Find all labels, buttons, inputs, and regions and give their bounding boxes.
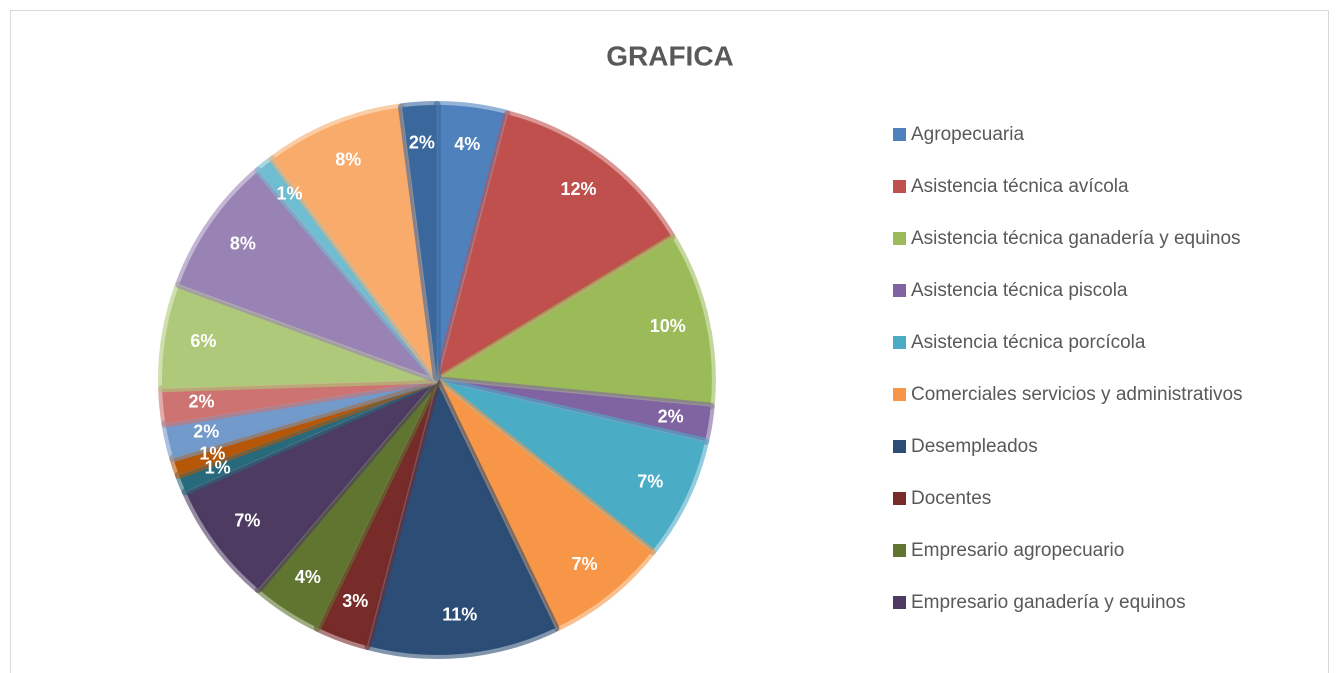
legend-swatch bbox=[893, 440, 906, 453]
data-label: 4% bbox=[295, 567, 321, 587]
data-label: 8% bbox=[230, 233, 256, 253]
legend-label: Asistencia técnica porcícola bbox=[911, 332, 1146, 353]
legend-label: Empresario ganadería y equinos bbox=[911, 592, 1186, 613]
data-label: 2% bbox=[193, 421, 219, 441]
legend-label: Comerciales servicios y administrativos bbox=[911, 384, 1243, 405]
data-label: 7% bbox=[572, 554, 598, 574]
data-label: 6% bbox=[190, 331, 216, 351]
data-label: 2% bbox=[188, 391, 214, 411]
pie-slice bbox=[398, 101, 441, 382]
data-label: 1% bbox=[199, 443, 225, 463]
data-label: 7% bbox=[234, 510, 260, 530]
data-label: 12% bbox=[561, 179, 597, 199]
pie-slice bbox=[269, 103, 440, 382]
pie-slice bbox=[435, 234, 716, 410]
data-label: 11% bbox=[442, 604, 477, 624]
legend-swatch bbox=[893, 544, 906, 557]
chart-title: GRAFICA bbox=[606, 40, 734, 71]
legend-label: Docentes bbox=[911, 488, 991, 509]
data-label: 3% bbox=[342, 591, 368, 611]
data-label: 2% bbox=[409, 133, 435, 153]
legend-swatch bbox=[893, 336, 906, 349]
legend-label: Asistencia técnica ganadería y equinos bbox=[911, 228, 1241, 249]
data-label: 8% bbox=[335, 149, 361, 169]
pie-slice bbox=[175, 167, 439, 383]
legend-label: Asistencia técnica piscola bbox=[911, 280, 1128, 301]
pie-slice bbox=[434, 110, 676, 382]
legend-label: Asistencia técnica avícola bbox=[911, 176, 1129, 197]
legend-swatch bbox=[893, 388, 906, 401]
legend-swatch bbox=[893, 128, 906, 141]
legend-swatch bbox=[893, 180, 906, 193]
data-label: 4% bbox=[454, 134, 480, 154]
data-label: 2% bbox=[658, 407, 684, 427]
legend-swatch bbox=[893, 284, 906, 297]
pie-slice bbox=[434, 378, 656, 632]
legend-label: Empresario agropecuario bbox=[911, 540, 1124, 561]
legend-swatch bbox=[893, 492, 906, 505]
legend-swatch bbox=[893, 232, 906, 245]
data-label: 1% bbox=[205, 458, 231, 478]
data-label: 7% bbox=[637, 471, 663, 491]
legend-label: Agropecuaria bbox=[911, 124, 1024, 145]
data-label: 1% bbox=[276, 184, 302, 204]
data-label: 10% bbox=[650, 316, 686, 336]
legend-swatch bbox=[893, 596, 906, 609]
pie-slice bbox=[364, 378, 560, 659]
legend-label: Desempleados bbox=[911, 436, 1038, 457]
